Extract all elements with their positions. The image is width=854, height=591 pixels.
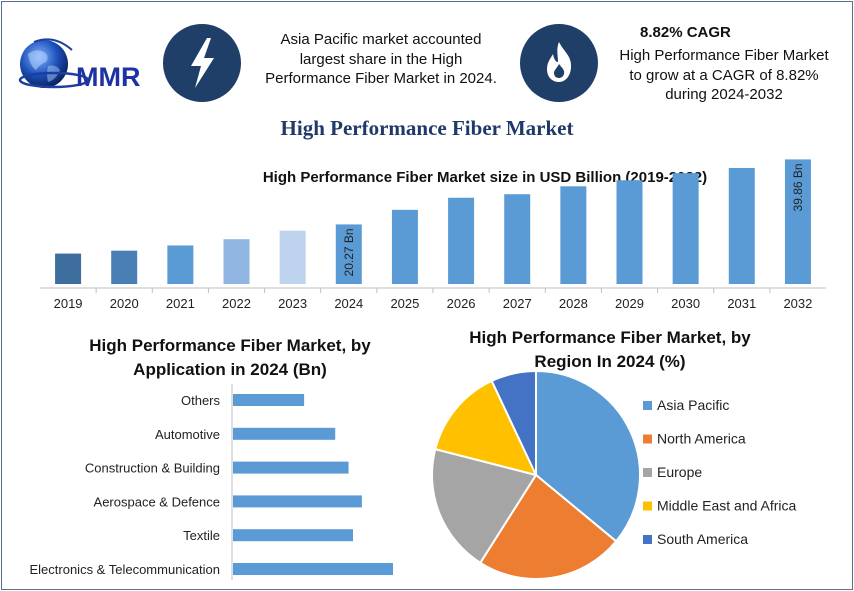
legend-swatch-europe	[643, 468, 652, 477]
app-label-textile: Textile	[183, 528, 220, 543]
legend-swatch-asia-pacific	[643, 401, 652, 410]
x-tick-2026: 2026	[447, 296, 476, 311]
app-bar-electronics-telecommunication	[233, 563, 393, 575]
region-legend: Asia Pacific North America Europe Middle Ea…	[643, 397, 797, 547]
bar-2027	[504, 194, 531, 284]
pie-slice-europe	[431, 447, 538, 565]
pie-slice-north-america	[478, 473, 618, 580]
bar-2028	[560, 186, 587, 284]
app-bar-others	[233, 394, 305, 406]
app-label-construction-building: Construction & Building	[85, 461, 220, 476]
x-tick-2029: 2029	[615, 296, 644, 311]
legend-label-south-america: South America	[657, 531, 748, 547]
asia-pacific-note: Asia Pacific market accounted largest sh…	[265, 31, 497, 87]
legend-label-middle-east-and-africa: Middle East and Africa	[657, 498, 797, 514]
bar-2020	[111, 250, 138, 284]
bar-2026	[448, 197, 475, 284]
region-pie	[431, 369, 641, 580]
legend-swatch-south-america	[643, 535, 652, 544]
bar-2023	[279, 230, 306, 284]
app-label-automotive: Automotive	[155, 427, 220, 442]
flame-icon	[520, 24, 598, 102]
pie-slice-asia-pacific	[535, 369, 641, 543]
x-tick-2024: 2024	[334, 296, 363, 311]
main-title: High Performance Fiber Market	[280, 116, 574, 140]
x-tick-2027: 2027	[503, 296, 532, 311]
app-bar-textile	[233, 529, 353, 542]
bar-2021	[167, 245, 194, 284]
mmr-logo: MMR	[14, 36, 164, 98]
app-bar-aerospace-defence	[233, 495, 362, 508]
logo-text: MMR	[76, 62, 140, 92]
x-tick-2023: 2023	[278, 296, 307, 311]
x-tick-2025: 2025	[390, 296, 419, 311]
bar-2024	[335, 224, 362, 284]
app-label-others: Others	[181, 393, 221, 408]
data-label-2024: 20.27 Bn	[342, 228, 356, 276]
market-size-x-ticks: 2019 2020 2021 2022 2023 2024 2025 2026 2027 2028…	[54, 288, 812, 311]
bar-2022	[223, 239, 250, 284]
x-tick-2032: 2032	[783, 296, 812, 311]
x-tick-2031: 2031	[727, 296, 756, 311]
bar-2029	[616, 180, 643, 284]
region-chart-title-line2: Region In 2024 (%)	[534, 352, 685, 371]
x-tick-2021: 2021	[166, 296, 195, 311]
legend-label-north-america: North America	[657, 431, 746, 447]
pie-slice-middle-east-and-africa	[434, 379, 538, 477]
app-label-aerospace-defence: Aerospace & Defence	[94, 494, 220, 509]
bar-2025	[391, 209, 418, 284]
x-tick-2030: 2030	[671, 296, 700, 311]
bar-2031	[728, 167, 755, 284]
pie-slice-south-america	[490, 369, 537, 476]
legend-swatch-north-america	[643, 434, 652, 444]
bar-2019	[55, 253, 82, 284]
market-size-bars: 20.27 Bn 39.86 Bn	[55, 159, 811, 284]
market-size-chart-title: High Performance Fiber Market size in US…	[263, 169, 707, 186]
legend-label-asia-pacific: Asia Pacific	[657, 397, 729, 413]
bar-2030	[672, 173, 699, 284]
application-bars: Others Automotive Construction & Building A…	[29, 393, 393, 577]
application-chart-title-line2: Application in 2024 (Bn)	[133, 360, 327, 379]
app-label-electronics-telecommunication: Electronics & Telecommunication	[29, 562, 220, 577]
cagr-title: 8.82% CAGR	[640, 24, 731, 41]
region-chart-title-line1: High Performance Fiber Market, by	[469, 328, 751, 347]
x-tick-2028: 2028	[559, 296, 588, 311]
app-bar-automotive	[233, 427, 336, 440]
bar-2032	[784, 159, 811, 284]
x-tick-2019: 2019	[54, 296, 83, 311]
lightning-bolt-icon	[163, 24, 241, 102]
app-bar-construction-building	[233, 461, 349, 474]
application-chart-title-line1: High Performance Fiber Market, by	[89, 336, 371, 355]
x-tick-2020: 2020	[110, 296, 139, 311]
legend-label-europe: Europe	[657, 464, 702, 480]
x-tick-2022: 2022	[222, 296, 251, 311]
legend-swatch-middle-east-and-africa	[643, 501, 652, 511]
cagr-note: High Performance Fiber Market to grow at…	[619, 47, 829, 103]
data-label-2032: 39.86 Bn	[791, 163, 805, 211]
